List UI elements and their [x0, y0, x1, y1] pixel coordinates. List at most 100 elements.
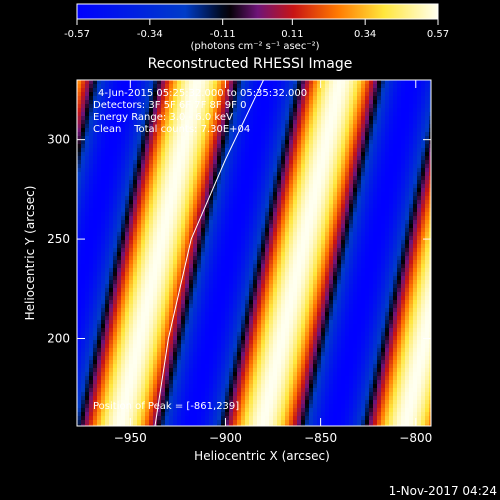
heatmap-cell [233, 108, 238, 113]
heatmap-cell [389, 204, 394, 209]
heatmap-cell [377, 180, 382, 185]
heatmap-cell [265, 220, 270, 225]
heatmap-cell [145, 220, 150, 225]
heatmap-cell [305, 92, 310, 97]
heatmap-cell [265, 80, 270, 85]
heatmap-cell [341, 284, 346, 289]
heatmap-cell [273, 212, 278, 217]
heatmap-cell [301, 288, 306, 293]
heatmap-cell [169, 92, 174, 97]
heatmap-cell [237, 216, 242, 221]
heatmap-cell [169, 168, 174, 173]
heatmap-cell [241, 180, 246, 185]
heatmap-cell [417, 188, 422, 193]
heatmap-cell [317, 116, 322, 121]
heatmap-cell [97, 284, 102, 289]
heatmap-cell [257, 152, 262, 157]
heatmap-cell [293, 284, 298, 289]
heatmap-cell [373, 212, 378, 217]
heatmap-cell [269, 276, 274, 281]
heatmap-cell [277, 300, 282, 305]
heatmap-cell [177, 184, 182, 189]
heatmap-cell [113, 184, 118, 189]
heatmap-cell [277, 108, 282, 113]
heatmap-cell [205, 164, 210, 169]
heatmap-cell [177, 128, 182, 133]
heatmap-cell [197, 112, 202, 117]
heatmap-cell [321, 284, 326, 289]
heatmap-cell [313, 116, 318, 121]
heatmap-cell [157, 168, 162, 173]
heatmap-cell [181, 144, 186, 149]
heatmap-cell [421, 168, 426, 173]
heatmap-cell [133, 292, 138, 297]
heatmap-cell [277, 240, 282, 245]
heatmap-cell [97, 160, 102, 165]
heatmap-cell [141, 140, 146, 145]
heatmap-cell [393, 224, 398, 229]
heatmap-cell [301, 132, 306, 137]
heatmap-cell [241, 232, 246, 237]
heatmap-cell [241, 276, 246, 281]
heatmap-cell [301, 144, 306, 149]
heatmap-cell [193, 216, 198, 221]
heatmap-cell [157, 272, 162, 277]
heatmap-cell [233, 120, 238, 125]
heatmap-cell [317, 256, 322, 261]
heatmap-cell [285, 284, 290, 289]
heatmap-cell [229, 176, 234, 181]
heatmap-cell [121, 288, 126, 293]
heatmap-cell [293, 288, 298, 293]
heatmap-cell [341, 268, 346, 273]
heatmap-cell [145, 140, 150, 145]
heatmap-cell [121, 120, 126, 125]
heatmap-cell [177, 284, 182, 289]
heatmap-cell [425, 244, 430, 249]
heatmap-cell [173, 176, 178, 181]
heatmap-cell [401, 168, 406, 173]
heatmap-cell [373, 148, 378, 153]
heatmap-cell [361, 112, 366, 117]
heatmap-cell [137, 128, 142, 133]
heatmap-cell [413, 252, 418, 257]
heatmap-cell [329, 208, 334, 213]
heatmap-cell [385, 152, 390, 157]
heatmap-cell [137, 224, 142, 229]
heatmap-cell [333, 208, 338, 213]
heatmap-cell [201, 256, 206, 261]
heatmap-cell [165, 260, 170, 265]
heatmap-cell [289, 116, 294, 121]
heatmap-cell [281, 220, 286, 225]
heatmap-cell [181, 176, 186, 181]
heatmap-cell [373, 256, 378, 261]
heatmap-cell [281, 296, 286, 301]
heatmap-cell [289, 212, 294, 217]
heatmap-cell [405, 268, 410, 273]
heatmap-cell [213, 280, 218, 285]
heatmap-cell [193, 240, 198, 245]
heatmap-cell [97, 252, 102, 257]
heatmap-cell [329, 292, 334, 297]
heatmap-cell [409, 220, 414, 225]
heatmap-cell [293, 280, 298, 285]
heatmap-cell [417, 160, 422, 165]
heatmap-cell [101, 160, 106, 165]
heatmap-cell [241, 144, 246, 149]
heatmap-cell [161, 220, 166, 225]
heatmap-cell [401, 80, 406, 85]
heatmap-cell [181, 116, 186, 121]
heatmap-cell [301, 240, 306, 245]
heatmap-cell [241, 244, 246, 249]
heatmap-cell [417, 112, 422, 117]
heatmap-cell [401, 212, 406, 217]
heatmap-cell [205, 240, 210, 245]
heatmap-cell [257, 148, 262, 153]
heatmap-cell [245, 220, 250, 225]
heatmap-cell [197, 300, 202, 305]
heatmap-cell [257, 212, 262, 217]
heatmap-cell [321, 132, 326, 137]
heatmap-cell [265, 208, 270, 213]
heatmap-cell [157, 156, 162, 161]
heatmap-cell [377, 144, 382, 149]
heatmap-cell [101, 220, 106, 225]
